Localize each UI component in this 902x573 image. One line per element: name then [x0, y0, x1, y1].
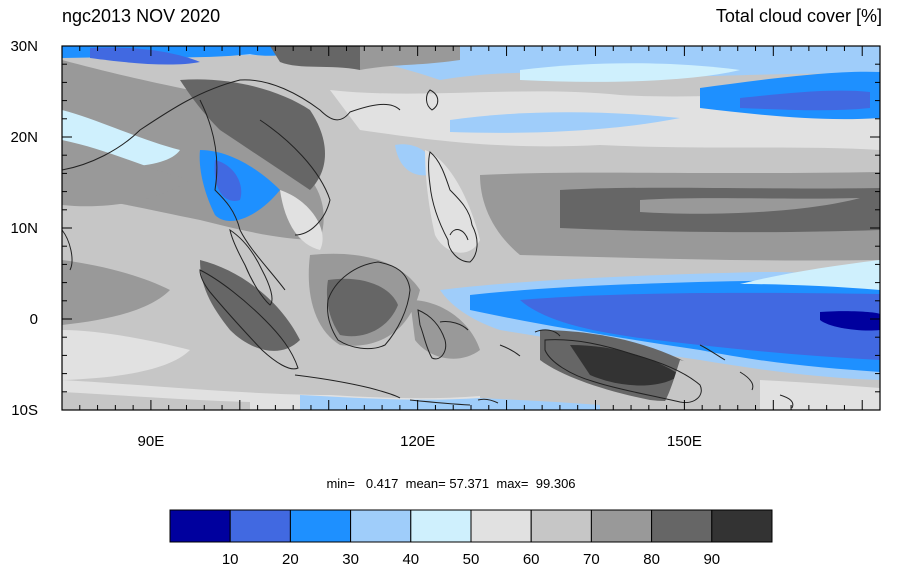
min-value: 0.417 — [365, 476, 399, 491]
colorbar-label: 40 — [402, 551, 420, 568]
axis-labels: 30N 20N 10N 0 10S 90E 120E 150E — [10, 38, 701, 450]
colorbar-labels: 10 20 30 40 50 60 70 80 90 — [0, 551, 902, 569]
colorbar-label: 10 — [221, 551, 239, 568]
colorbar-swatch — [590, 509, 653, 543]
lon-tick-label: 120E — [400, 433, 435, 450]
colorbar — [169, 509, 773, 543]
lat-tick-label: 10N — [10, 220, 38, 237]
lon-tick-label: 150E — [667, 433, 702, 450]
colorbar-swatch — [289, 509, 352, 543]
colorbar-label: 50 — [462, 551, 480, 568]
colorbar-label: 70 — [583, 551, 600, 568]
mean-label: mean= — [405, 476, 446, 491]
colorbar-swatch — [530, 509, 592, 543]
field-statistics: min= 0.417 mean= 57.371 max= 99.306 — [0, 476, 902, 491]
max-label: max= — [496, 476, 529, 491]
lat-tick-label: 30N — [10, 38, 38, 55]
colorbar-swatch — [711, 509, 773, 543]
colorbar-label: 80 — [643, 551, 660, 568]
min-label: min= — [326, 476, 355, 491]
coastlines — [62, 79, 794, 409]
colorbar-label: 20 — [282, 551, 299, 568]
cloud-field — [62, 46, 880, 410]
colorbar-label: 90 — [703, 551, 721, 568]
colorbar-swatch — [229, 509, 291, 543]
lat-tick-label: 0 — [30, 311, 38, 328]
colorbar-swatch — [651, 509, 713, 543]
lon-tick-label: 90E — [138, 433, 165, 450]
colorbar-label: 30 — [342, 551, 359, 568]
max-value: 99.306 — [535, 476, 576, 491]
lat-tick-label: 20N — [10, 129, 38, 146]
axis-ticks — [61, 45, 881, 411]
colorbar-label: 60 — [522, 551, 540, 568]
mean-value: 57.371 — [449, 476, 490, 491]
colorbar-swatch — [350, 509, 412, 543]
colorbar-swatch — [410, 509, 472, 543]
colorbar-swatch — [470, 509, 532, 543]
variable-title: Total cloud cover [%] — [715, 6, 882, 26]
lat-tick-label: 10S — [11, 402, 38, 419]
map-title: ngc2013 NOV 2020 — [62, 6, 221, 26]
colorbar-swatch — [169, 509, 231, 543]
